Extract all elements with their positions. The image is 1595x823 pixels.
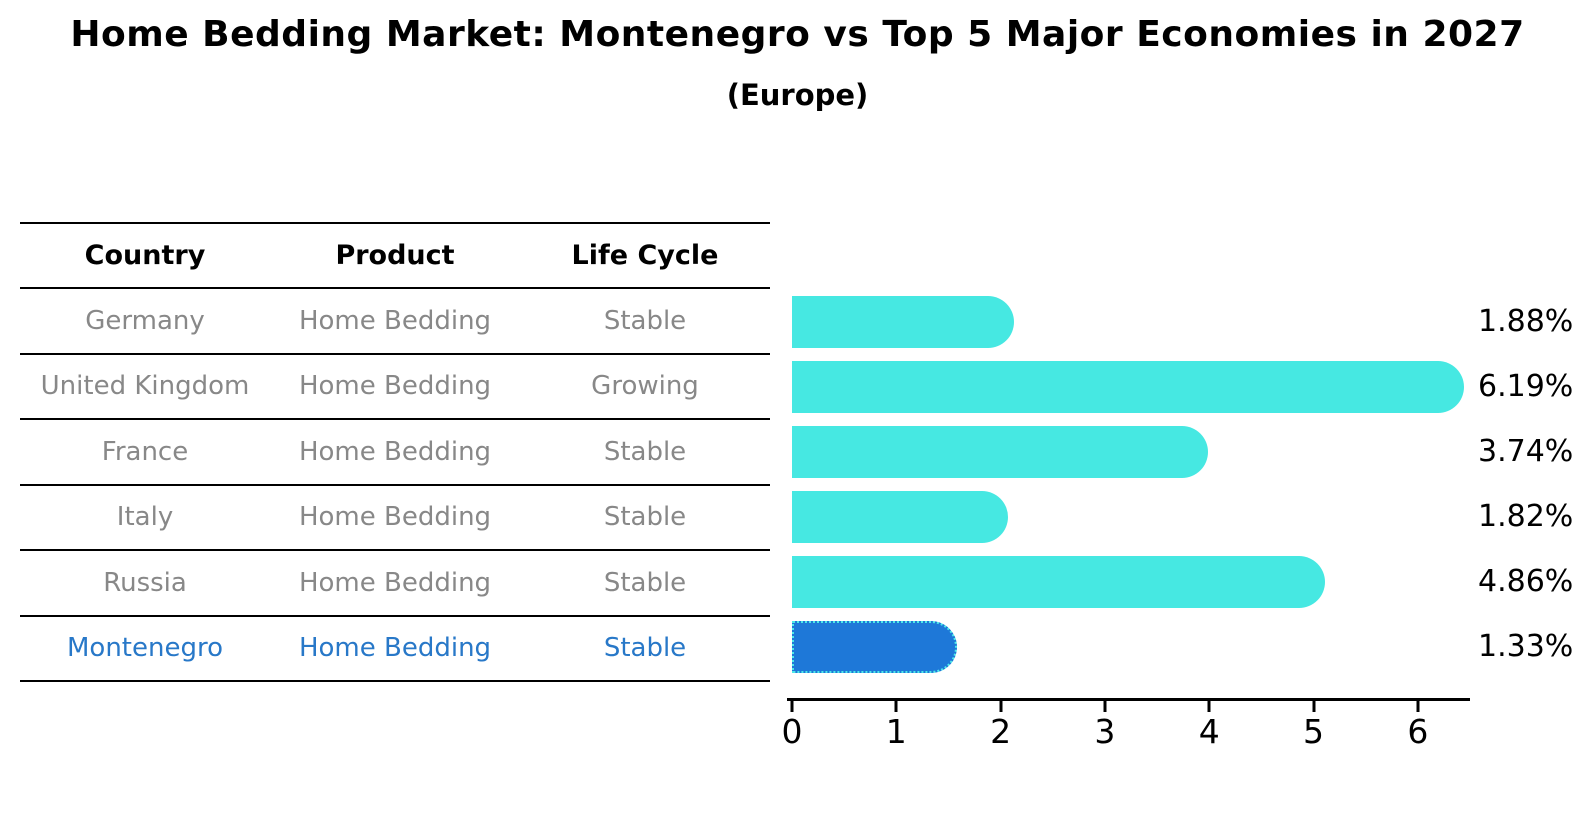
product-cell: Home Bedding [298,371,492,402]
bar-montenegro [792,621,957,673]
chart-title: Home Bedding Market: Montenegro vs Top 5… [70,14,1525,55]
x-tick-label: 6 [1407,712,1429,751]
bar-italy [792,491,1008,543]
table-row-russia: Russia Home Bedding Stable [20,551,770,617]
value-label-united-kingdom: 6.19% [1478,369,1574,404]
table-row-united-kingdom: United Kingdom Home Bedding Growing [20,355,770,420]
value-label-germany: 1.88% [1478,304,1574,339]
table-header-product: Product [335,240,455,271]
country-cell: Montenegro [66,633,223,664]
product-cell: Home Bedding [298,567,492,598]
x-tick [790,701,794,712]
x-tick-label: 0 [781,712,803,751]
table-header-life-cycle: Life Cycle [571,240,719,271]
x-tick [1312,701,1316,712]
life-cycle-cell: Stable [603,436,687,467]
life-cycle-cell: Stable [603,502,687,533]
country-cell: Italy [116,502,174,533]
x-tick [1103,701,1107,712]
x-tick [894,701,898,712]
product-cell: Home Bedding [298,633,492,664]
country-cell: United Kingdom [40,371,250,402]
value-label-france: 3.74% [1478,434,1574,469]
country-cell: Russia [103,567,187,598]
life-cycle-cell: Stable [603,633,687,664]
x-axis-tick-labels: 0 1 2 3 4 5 6 [782,712,1470,752]
product-cell: Home Bedding [298,305,492,336]
table-header-country: Country [84,240,206,271]
x-tick-label: 3 [1094,712,1116,751]
bar-germany [792,296,1014,348]
value-label-russia: 4.86% [1478,564,1574,599]
table-row-france: France Home Bedding Stable [20,420,770,486]
table-header-row: Country Product Life Cycle [20,224,770,289]
country-cell: Germany [85,305,205,336]
product-cell: Home Bedding [298,436,492,467]
bar-france [792,426,1208,478]
x-tick [999,701,1003,712]
x-axis-line [787,698,1470,701]
x-tick [1207,701,1211,712]
life-cycle-cell: Stable [603,305,687,336]
x-tick-label: 1 [885,712,907,751]
chart-subtitle: (Europe) [726,78,869,112]
bar-russia [792,556,1325,608]
value-label-montenegro: 1.33% [1478,629,1574,664]
bar-united-kingdom [792,361,1464,413]
life-cycle-cell: Growing [591,371,699,402]
x-tick-label: 2 [990,712,1012,751]
table-row-montenegro: Montenegro Home Bedding Stable [20,617,770,682]
x-tick-label: 4 [1198,712,1220,751]
country-cell: France [101,436,189,467]
table-row-germany: Germany Home Bedding Stable [20,289,770,355]
country-table: Country Product Life Cycle Germany Home … [20,222,770,682]
product-cell: Home Bedding [298,502,492,533]
life-cycle-cell: Stable [603,567,687,598]
table-row-italy: Italy Home Bedding Stable [20,486,770,551]
x-axis-ticks [790,701,1470,712]
x-tick-label: 5 [1303,712,1325,751]
value-label-italy: 1.82% [1478,499,1574,534]
x-tick [1416,701,1420,712]
